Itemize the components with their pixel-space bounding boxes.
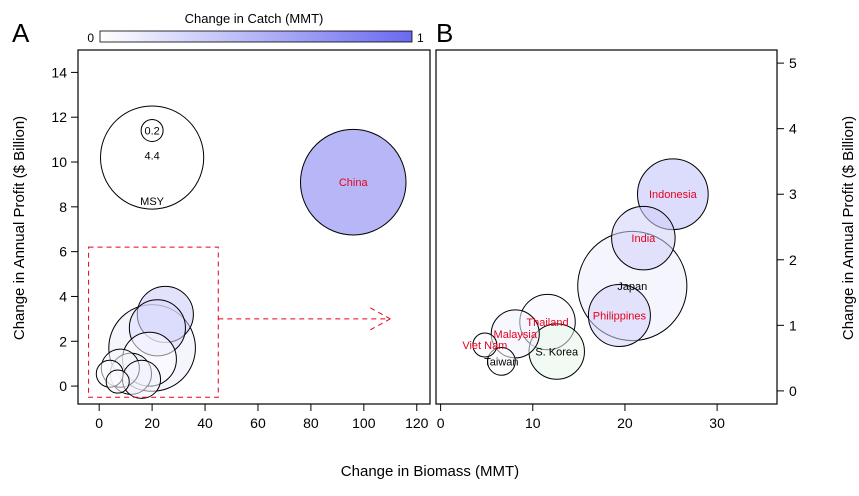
panel-a-x-tick-label: 0	[95, 415, 103, 431]
panel-b-axes: 0 10 20 30 0 1 2 3 4 5	[437, 55, 797, 431]
bubble-philippines	[587, 284, 651, 347]
size-legend-caption: MSY	[140, 196, 165, 208]
size-legend-circle-small	[140, 119, 164, 143]
y-axis-title-right: Change in Annual Profit ($ Billion)	[840, 116, 857, 340]
bubble-taiwan	[487, 347, 516, 376]
panel-a-y-tick-label: 14	[51, 64, 67, 80]
x-axis-title: Change in Biomass (MMT)	[341, 463, 519, 480]
size-legend-small-label: 0.2	[144, 126, 159, 138]
bubble-india	[611, 205, 676, 271]
panel-b-frame	[435, 49, 778, 405]
panel-a-y-tick-label: 0	[59, 378, 67, 394]
panel-a-y-tick-label: 8	[59, 199, 67, 215]
panel-a-x-tick-label: 100	[352, 415, 376, 431]
bubble-label-thailand: Thailand	[526, 317, 568, 329]
bubble-label-indonesia: Indonesia	[649, 189, 698, 201]
y-axis-title-left: Change in Annual Profit ($ Billion)	[11, 116, 28, 340]
panel-a-x-tick-label: 60	[250, 415, 266, 431]
bubble-label-japan: Japan	[617, 281, 647, 293]
bubble-label-viet-nam: Viet Nam	[462, 340, 507, 352]
panel-a-marks: 0.2 4.4 MSY China	[88, 105, 407, 399]
bubble-label-china: China	[339, 177, 369, 189]
panel-b-y-tick-label: 1	[789, 317, 797, 333]
panel-a-y-tick-label: 6	[59, 244, 67, 260]
size-legend-circle-large	[100, 105, 205, 210]
bubble-label-philippines: Philippines	[593, 311, 647, 323]
bubble-label-malaysia: Malaysia	[494, 329, 538, 341]
panel-a-bubble	[105, 369, 130, 394]
panel-b-y-tick-label: 0	[789, 383, 797, 399]
panel-b-x-tick-label: 20	[617, 415, 633, 431]
size-legend-large-label: 4.4	[144, 151, 159, 163]
panel-b-y-tick-label: 5	[789, 55, 797, 71]
panel-b-x-tick-label: 30	[709, 415, 725, 431]
bubble-china	[299, 128, 407, 236]
panel-a-y-tick-label: 12	[51, 109, 67, 125]
panel-a-axes: 0 20 40 60 80 100 120 0 2 4 6 8 10 12 14	[51, 64, 428, 431]
bubble-label-taiwan: Taiwan	[484, 356, 518, 368]
colorbar-max-label: 1	[417, 31, 424, 45]
panel-a-x-tick-label: 40	[197, 415, 213, 431]
zoom-arrow-head-upper	[370, 307, 391, 320]
panel-b-y-tick-label: 3	[789, 186, 797, 202]
colorbar-title: Change in Catch (MMT)	[185, 11, 324, 26]
panel-a-y-tick-label: 2	[59, 333, 67, 349]
colorbar-gradient	[99, 30, 413, 43]
panel-a-x-tick-label: 20	[144, 415, 160, 431]
panel-a-x-tick-label: 120	[405, 415, 429, 431]
panel-b-x-tick-label: 10	[525, 415, 541, 431]
panel-b-x-tick-label: 0	[437, 415, 445, 431]
panel-a-label: A	[12, 18, 30, 48]
panel-b-label: B	[436, 18, 453, 48]
bubble-label-india: India	[631, 233, 656, 245]
panel-b-y-tick-label: 4	[789, 121, 797, 137]
panel-b-plot: Indonesia India Japan Philippines ThailandMa…	[435, 49, 797, 431]
zoom-box	[88, 246, 219, 398]
panel-b-marks: Indonesia India Japan Philippines ThailandMa…	[462, 158, 709, 380]
panel-b-y-tick-label: 2	[789, 252, 797, 268]
panel-a-y-tick-label: 4	[59, 288, 67, 304]
bubble-viet-nam	[472, 332, 498, 358]
colorbar: Change in Catch (MMT) 0 1	[87, 11, 424, 45]
zoom-arrow-head-lower	[370, 318, 391, 331]
panel-a-plot: 0.2 4.4 MSY China 0 20 40 60 80 100 120 0 2 4 6 8 10 12 1…	[51, 49, 431, 431]
colorbar-min-label: 0	[87, 31, 94, 45]
bubble-label-s-korea: S. Korea	[535, 347, 579, 359]
panel-a-frame	[77, 49, 431, 405]
panel-a-x-tick-label: 80	[303, 415, 319, 431]
panel-a-y-tick-label: 10	[51, 154, 67, 170]
